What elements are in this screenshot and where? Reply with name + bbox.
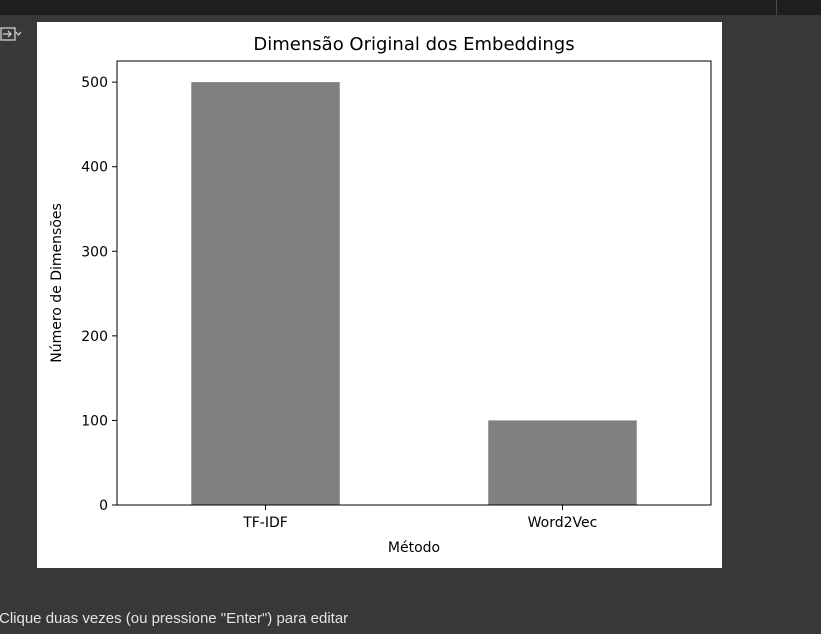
x-tick-label: TF-IDF — [242, 515, 288, 531]
top-toolbar — [0, 0, 821, 15]
output-toggle-icon[interactable] — [0, 26, 22, 42]
y-axis-label: Número de Dimensões — [49, 203, 65, 363]
y-tick-label: 300 — [81, 244, 108, 260]
cell-output: Dimensão Original dos Embeddings TF-IDF Wo… — [37, 22, 722, 568]
plot-frame — [116, 60, 712, 506]
chart-title: Dimensão Original dos Embeddings — [253, 34, 574, 55]
toolbar-divider — [776, 0, 777, 15]
y-tick-label: 0 — [99, 498, 108, 514]
y-tick-label: 500 — [81, 75, 108, 91]
y-tick-label: 400 — [81, 160, 108, 176]
bar-tf-idf — [191, 82, 340, 505]
bar-word2vec — [488, 420, 637, 505]
x-axis-label: Método — [388, 540, 440, 556]
y-tick-label: 200 — [81, 329, 108, 345]
x-tick-label: Word2Vec — [528, 515, 598, 531]
edit-hint-text[interactable]: Clique duas vezes (ou pressione "Enter")… — [0, 610, 349, 627]
bar-chart: Dimensão Original dos Embeddings TF-IDF Wo… — [49, 34, 712, 556]
y-tick-label: 100 — [81, 413, 108, 429]
